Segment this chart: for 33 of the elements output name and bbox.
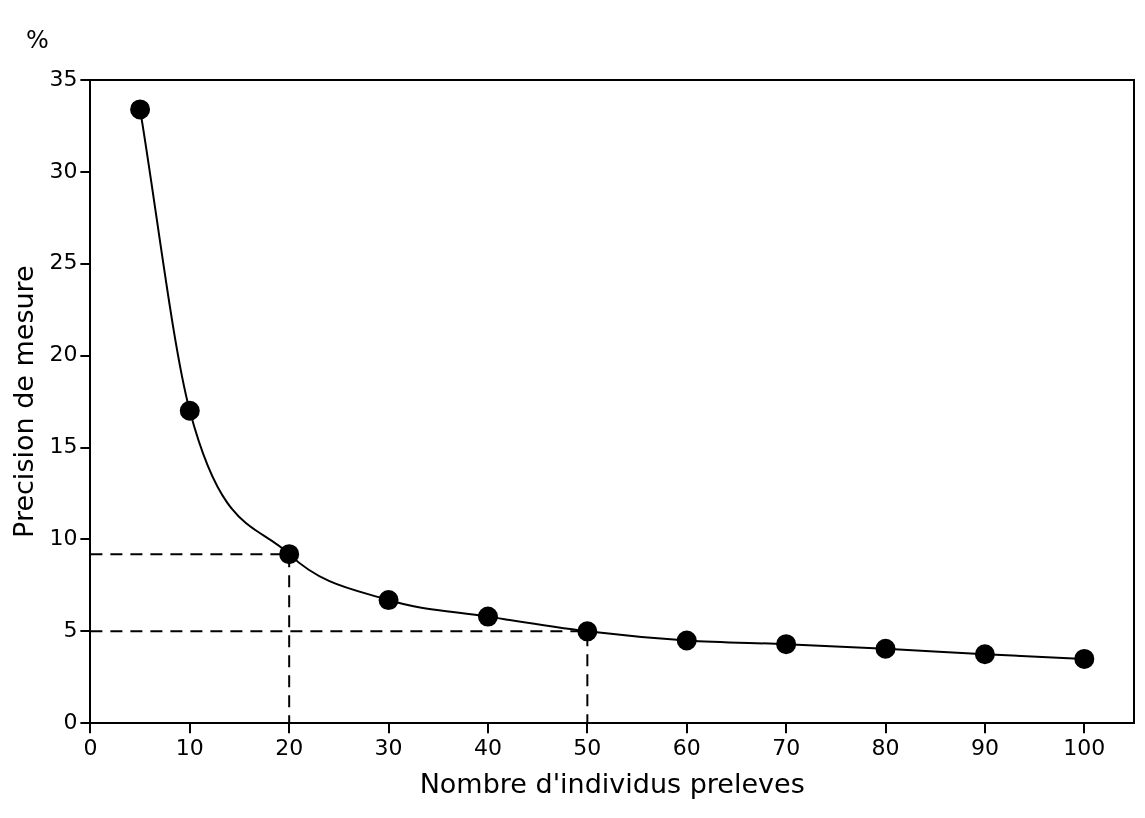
x-tick-label: 70 xyxy=(772,735,801,761)
text: % xyxy=(26,26,49,54)
x-tick-label: 60 xyxy=(672,735,701,761)
x-tick-label: 30 xyxy=(374,735,403,761)
y-tick-label: 25 xyxy=(49,249,78,275)
point xyxy=(130,99,151,120)
point xyxy=(378,590,399,611)
y-tick-label: 35 xyxy=(49,65,78,91)
point xyxy=(776,634,797,655)
point xyxy=(974,644,995,665)
point xyxy=(676,630,697,651)
point xyxy=(179,400,200,421)
point xyxy=(1074,648,1095,669)
x-tick-label: 20 xyxy=(275,735,304,761)
y-tick-label: 30 xyxy=(49,157,78,183)
y-axis-title: Precision de mesure xyxy=(8,265,40,538)
point xyxy=(875,638,896,659)
y-tick-label: 0 xyxy=(63,708,78,734)
x-tick-label: 10 xyxy=(175,735,204,761)
x-tick-label: 40 xyxy=(473,735,502,761)
point xyxy=(577,621,598,642)
point xyxy=(477,606,498,627)
y-tick-label: 10 xyxy=(49,525,78,551)
y-tick-label: 5 xyxy=(63,617,78,643)
y-tick-label: 20 xyxy=(49,341,78,367)
x-tick-label: 0 xyxy=(83,735,98,761)
x-tick-label: 100 xyxy=(1063,735,1106,761)
x-tick-label: 50 xyxy=(573,735,602,761)
point xyxy=(279,544,300,565)
x-axis-title: Nombre d'individus preleves xyxy=(419,767,805,799)
x-tick-label: 80 xyxy=(871,735,900,761)
y-tick-label: 15 xyxy=(49,433,78,459)
x-tick-label: 90 xyxy=(970,735,999,761)
